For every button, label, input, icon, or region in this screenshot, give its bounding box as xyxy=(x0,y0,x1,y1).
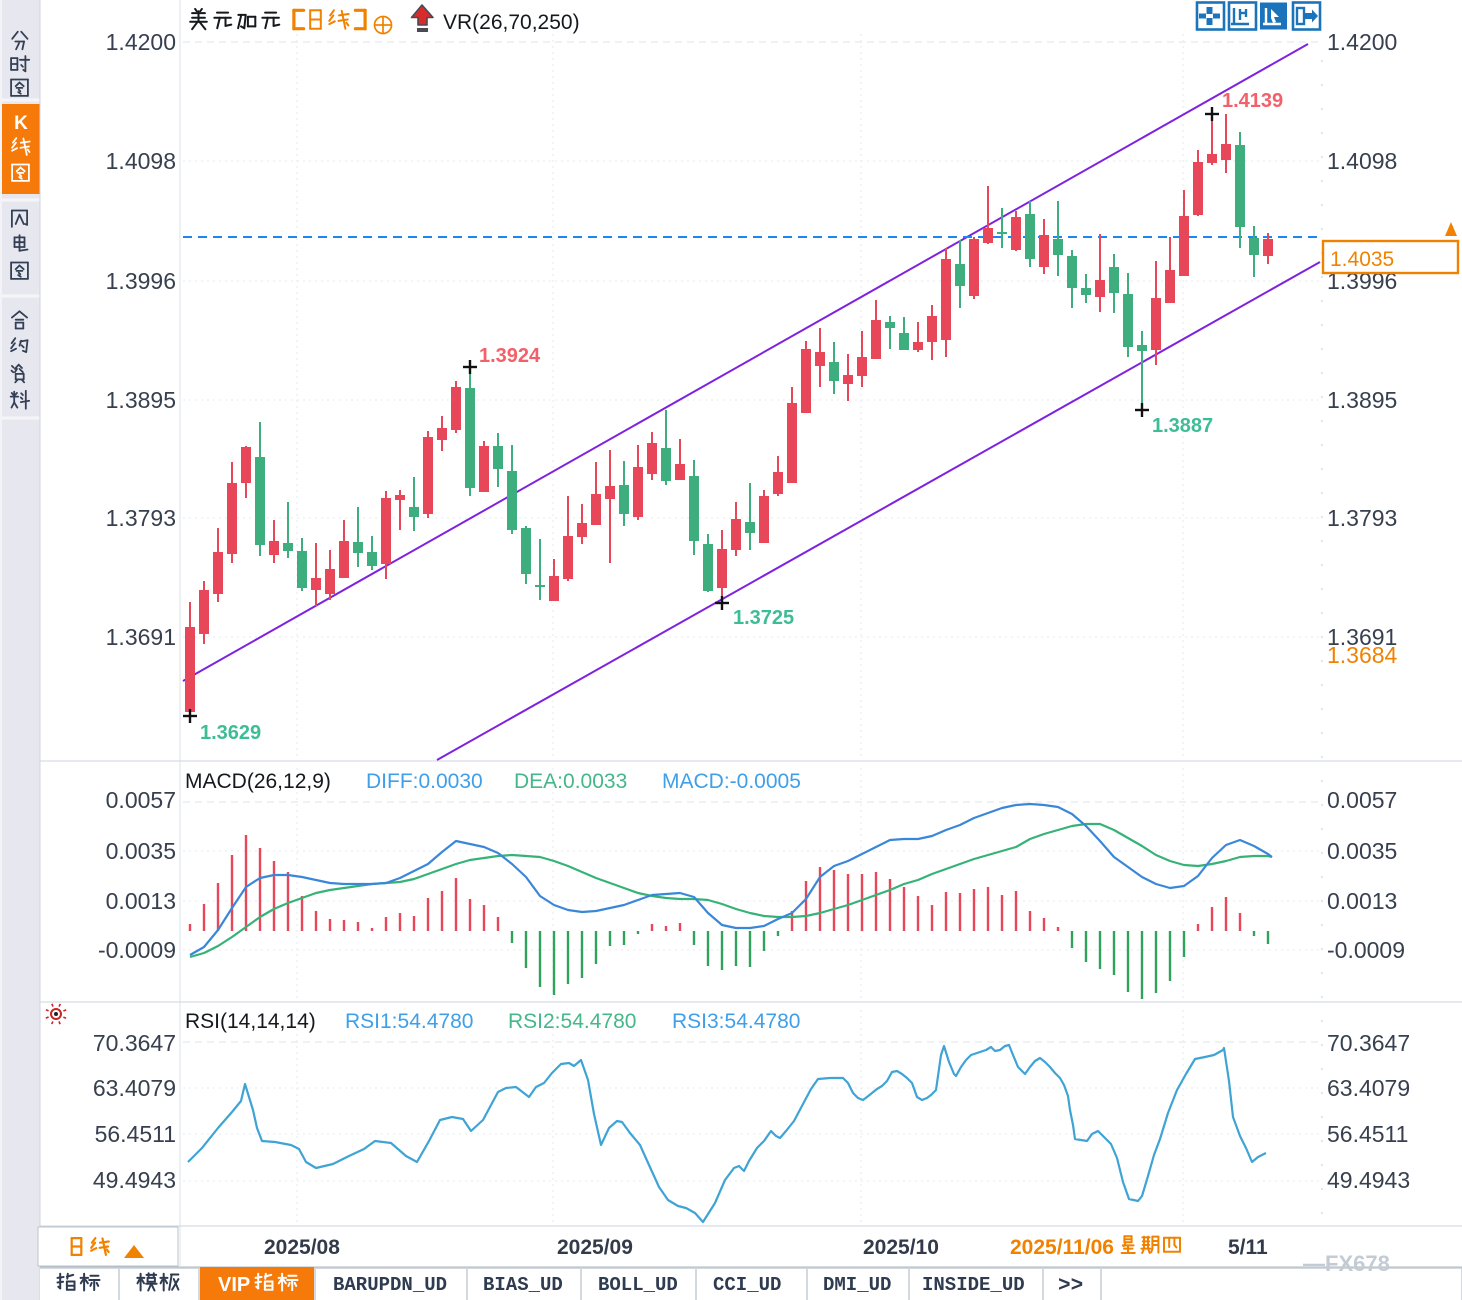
svg-text:1.3691: 1.3691 xyxy=(1327,624,1397,650)
svg-text:RSI(14,14,14): RSI(14,14,14) xyxy=(185,1010,316,1033)
svg-text:49.4943: 49.4943 xyxy=(93,1167,176,1193)
svg-text:63.4079: 63.4079 xyxy=(93,1075,176,1101)
svg-text:-0.0009: -0.0009 xyxy=(1327,937,1405,963)
svg-text:0.0035: 0.0035 xyxy=(1327,838,1397,864)
svg-text:1.3793: 1.3793 xyxy=(1327,505,1397,531)
svg-text:1.3895: 1.3895 xyxy=(106,387,176,413)
svg-text:49.4943: 49.4943 xyxy=(1327,1167,1410,1193)
svg-text:56.4511: 56.4511 xyxy=(1327,1121,1408,1147)
svg-text:56.4511: 56.4511 xyxy=(95,1121,176,1147)
svg-text:BARUPDN_UD: BARUPDN_UD xyxy=(333,1274,447,1296)
svg-text:DMI_UD: DMI_UD xyxy=(823,1274,891,1296)
svg-text:1.4139: 1.4139 xyxy=(1222,90,1283,112)
svg-text:MACD(26,12,9): MACD(26,12,9) xyxy=(185,770,331,793)
svg-text:1.4035: 1.4035 xyxy=(1330,248,1394,271)
svg-text:RSI1:54.4780: RSI1:54.4780 xyxy=(345,1010,473,1033)
svg-text:1.4098: 1.4098 xyxy=(106,148,176,174)
svg-text:1.3996: 1.3996 xyxy=(106,268,176,294)
svg-text:>>: >> xyxy=(1058,1275,1083,1298)
svg-text:2025/08: 2025/08 xyxy=(264,1236,340,1259)
svg-text:2025/09: 2025/09 xyxy=(557,1236,633,1259)
svg-text:BOLL_UD: BOLL_UD xyxy=(598,1274,678,1296)
svg-text:VR(26,70,250): VR(26,70,250) xyxy=(443,11,580,34)
svg-text:DIFF:0.0030: DIFF:0.0030 xyxy=(366,770,483,793)
svg-text:2025/10: 2025/10 xyxy=(863,1236,939,1259)
svg-text:INSIDE_UD: INSIDE_UD xyxy=(922,1274,1025,1296)
svg-text:1.3793: 1.3793 xyxy=(106,505,176,531)
svg-text:RSI3:54.4780: RSI3:54.4780 xyxy=(672,1010,800,1033)
svg-text:1.3684: 1.3684 xyxy=(1327,642,1398,668)
svg-text:K: K xyxy=(14,113,28,134)
svg-text:1.3924: 1.3924 xyxy=(479,345,541,367)
svg-text:DEA:0.0033: DEA:0.0033 xyxy=(514,770,627,793)
svg-text:1.3895: 1.3895 xyxy=(1327,387,1397,413)
svg-text:CCI_UD: CCI_UD xyxy=(713,1274,781,1296)
svg-text:1.3691: 1.3691 xyxy=(106,624,176,650)
svg-text:1.4098: 1.4098 xyxy=(1327,148,1397,174)
svg-text:63.4079: 63.4079 xyxy=(1327,1075,1410,1101)
svg-text:1.4200: 1.4200 xyxy=(1327,29,1397,55)
svg-text:VIP: VIP xyxy=(218,1274,250,1296)
svg-text:BIAS_UD: BIAS_UD xyxy=(483,1274,563,1296)
svg-text:5/11: 5/11 xyxy=(1228,1236,1268,1259)
svg-text:2025/11/06: 2025/11/06 xyxy=(1010,1236,1114,1259)
svg-text:1.3887: 1.3887 xyxy=(1152,415,1213,437)
svg-text:0.0057: 0.0057 xyxy=(106,787,176,813)
svg-text:0.0035: 0.0035 xyxy=(106,838,176,864)
svg-text:MACD:-0.0005: MACD:-0.0005 xyxy=(662,770,801,793)
svg-text:—FX678: —FX678 xyxy=(1303,1251,1390,1276)
svg-text:RSI2:54.4780: RSI2:54.4780 xyxy=(508,1010,636,1033)
svg-text:1.3629: 1.3629 xyxy=(200,722,261,744)
svg-text:-0.0009: -0.0009 xyxy=(98,937,176,963)
svg-text:70.3647: 70.3647 xyxy=(93,1030,176,1056)
svg-text:1.4200: 1.4200 xyxy=(106,29,176,55)
svg-text:1.3725: 1.3725 xyxy=(733,607,794,629)
svg-text:70.3647: 70.3647 xyxy=(1327,1030,1410,1056)
svg-text:0.0013: 0.0013 xyxy=(1327,888,1397,914)
svg-text:0.0013: 0.0013 xyxy=(106,888,176,914)
svg-text:0.0057: 0.0057 xyxy=(1327,787,1397,813)
